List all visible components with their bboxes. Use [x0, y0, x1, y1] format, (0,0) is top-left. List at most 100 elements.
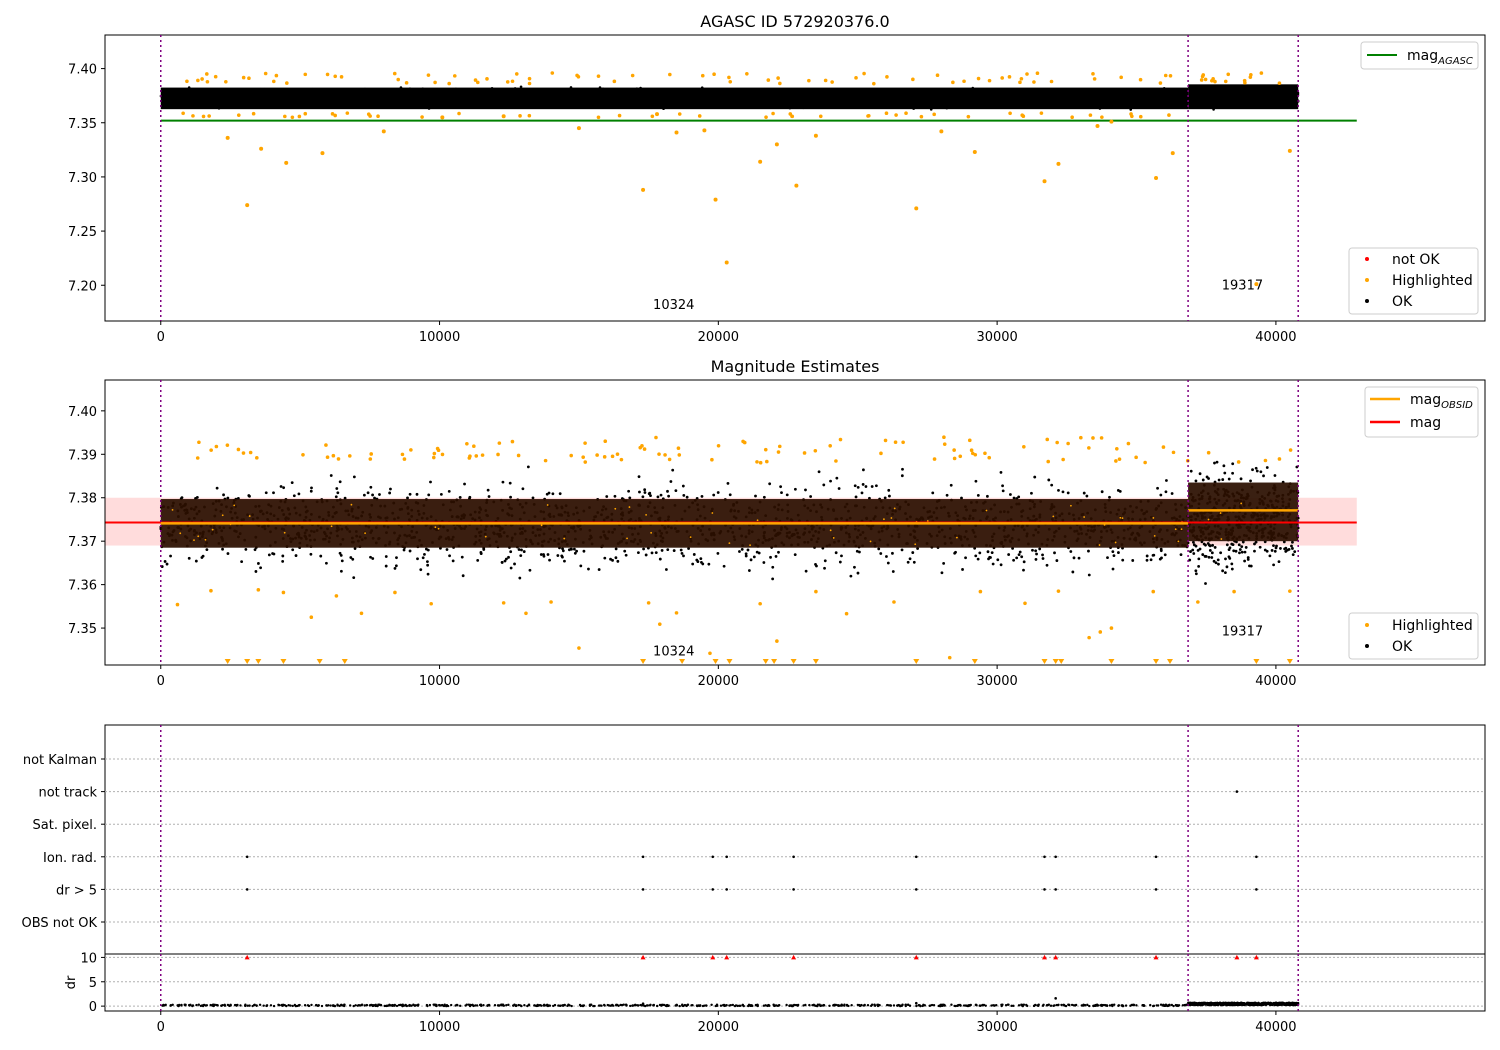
ok-point	[1059, 96, 1063, 99]
ok-point	[692, 96, 695, 100]
ok-point	[1258, 545, 1262, 549]
dr-point	[1124, 1004, 1128, 1007]
ok-point	[575, 98, 578, 101]
highlighted-point	[969, 448, 974, 453]
ok-point	[598, 86, 602, 89]
ok-point	[502, 97, 505, 101]
ok-point	[667, 494, 671, 498]
ok-point	[861, 483, 865, 486]
highlighted-point	[540, 524, 543, 527]
ok-point	[1240, 100, 1244, 103]
dr-point	[767, 1003, 770, 1007]
ok-point	[1226, 92, 1230, 95]
ok-point	[1205, 95, 1208, 99]
ok-point	[537, 95, 540, 98]
ok-point	[586, 99, 590, 103]
dr-point	[622, 1003, 625, 1006]
ok-point	[294, 97, 297, 101]
ok-point	[311, 87, 315, 91]
ok-point	[177, 98, 180, 102]
ok-point	[248, 494, 251, 498]
highlighted-point	[575, 73, 579, 78]
highlighted-point	[1100, 115, 1104, 119]
ok-point	[1143, 99, 1147, 102]
ok-point	[603, 95, 607, 99]
ok-point	[572, 547, 576, 551]
ok-point	[1167, 99, 1170, 102]
dr-point	[873, 1003, 876, 1006]
ok-point	[262, 103, 265, 106]
ok-point	[800, 99, 803, 102]
ok-point	[363, 98, 366, 102]
ok-point	[1045, 563, 1049, 567]
ok-point	[480, 90, 484, 94]
ok-point	[1085, 494, 1089, 498]
ok-point	[773, 102, 776, 106]
ok-point	[1180, 89, 1184, 93]
ok-point	[1174, 90, 1177, 93]
dr-point	[517, 1003, 520, 1007]
ok-point	[232, 106, 235, 109]
ok-point	[1067, 96, 1070, 99]
ok-point	[369, 97, 372, 101]
ok-point	[1154, 93, 1158, 97]
highlighted-point	[890, 517, 893, 519]
highlighted-point	[1201, 73, 1206, 77]
ok-point	[1247, 105, 1251, 108]
ok-point	[806, 102, 810, 106]
highlighted-point	[501, 601, 506, 605]
ok-point	[623, 549, 627, 553]
dr-point	[843, 1003, 846, 1006]
highlighted-point	[702, 128, 707, 133]
ok-point	[575, 549, 578, 553]
ok-point	[804, 488, 807, 492]
ok-point	[856, 571, 860, 575]
highlighted-point	[241, 451, 246, 455]
ok-point	[1001, 484, 1004, 488]
ok-point	[767, 96, 771, 99]
dr-point	[928, 1004, 931, 1008]
ok-point	[749, 101, 752, 104]
ok-point	[1033, 475, 1037, 479]
dr-point	[408, 1003, 411, 1007]
ok-point	[1230, 90, 1234, 94]
ok-point	[768, 482, 772, 486]
ok-point	[299, 100, 302, 103]
ok-point	[1234, 549, 1238, 553]
dr-point	[1176, 1004, 1179, 1007]
ok-point	[301, 94, 305, 97]
ok-point	[198, 96, 201, 100]
ok-point	[1228, 556, 1232, 560]
ok-point	[1031, 100, 1035, 104]
ok-point	[671, 93, 675, 97]
ok-point	[259, 87, 262, 91]
ok-point	[303, 97, 307, 100]
ok-point	[393, 566, 397, 570]
ok-point	[349, 94, 353, 98]
flag-point	[1154, 855, 1158, 859]
ok-point	[172, 89, 176, 93]
ok-point	[961, 568, 964, 571]
ok-point	[284, 96, 287, 100]
ok-point	[448, 554, 451, 558]
ok-point	[1012, 496, 1016, 500]
highlighted-point	[813, 133, 818, 138]
ok-point	[692, 92, 696, 95]
ok-point	[637, 475, 641, 479]
highlighted-point	[224, 80, 228, 84]
ok-point	[1283, 95, 1287, 99]
ok-point	[309, 489, 313, 493]
ok-point	[336, 88, 340, 91]
ok-point	[277, 100, 280, 104]
ok-point	[969, 101, 973, 104]
ok-point	[1223, 471, 1227, 475]
flag-point	[914, 888, 918, 891]
ok-point	[619, 94, 622, 97]
flag-point	[711, 855, 715, 859]
dr-points	[1186, 1001, 1300, 1007]
ok-point	[1082, 491, 1086, 495]
highlighted-point	[1207, 518, 1210, 521]
dr-point	[678, 1004, 681, 1008]
highlighted-point	[283, 114, 287, 119]
ok-point	[610, 98, 614, 101]
